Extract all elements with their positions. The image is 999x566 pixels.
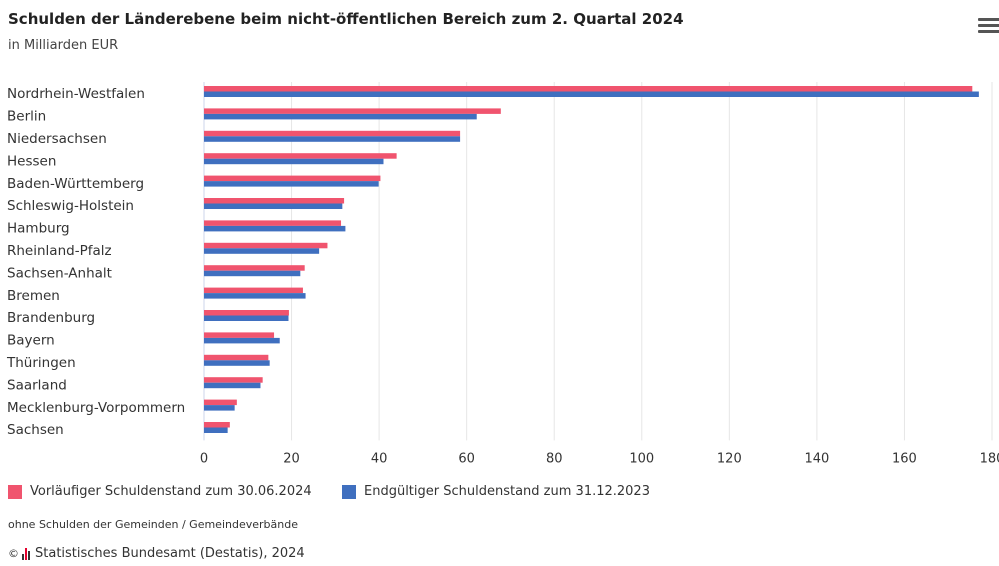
x-tick-label: 180 [980,451,999,466]
bar-series-2 [204,360,270,366]
bar-series-1 [204,332,275,338]
footnote: ohne Schulden der Gemeinden / Gemeindeve… [8,518,298,531]
y-category-label: Sachsen [7,422,64,438]
bar-series-1 [204,130,461,137]
copyright-symbol: © [8,547,19,560]
bar-series-2 [204,248,320,254]
x-tick-label: 160 [892,451,917,466]
source-text: Statistisches Bundesamt (Destatis), 2024 [35,546,305,561]
bar-series-1 [204,86,973,92]
bar-series-1 [204,399,237,406]
bar-series-2 [204,113,477,120]
legend-item-series-2[interactable]: Endgültiger Schuldenstand zum 31.12.2023 [342,484,650,499]
legend-label-series-2: Endgültiger Schuldenstand zum 31.12.2023 [364,484,650,499]
y-category-label: Bayern [7,333,55,349]
x-tick-label: 60 [458,451,475,466]
y-category-label: Hamburg [7,221,70,237]
y-category-label: Rheinland-Pfalz [7,243,112,259]
y-category-label: Schleswig-Holstein [7,198,134,214]
x-tick-label: 100 [629,451,654,466]
y-category-label: Niedersachsen [7,131,107,147]
chart-subtitle: in Milliarden EUR [8,38,119,53]
bar-series-1 [204,175,381,182]
bar-series-2 [204,136,461,142]
bar-series-1 [204,198,345,204]
x-tick-label: 40 [371,451,388,466]
bar-series-2 [204,91,979,97]
y-category-label: Baden-Württemberg [7,176,144,192]
x-tick-label: 20 [283,451,300,466]
bar-series-1 [204,310,289,316]
bar-series-1 [204,220,342,226]
legend-swatch-series-1 [8,484,22,499]
bar-series-1 [204,265,305,271]
bar-series-2 [204,405,235,411]
y-category-label: Thüringen [6,355,76,371]
bar-series-2 [204,293,306,299]
y-category-label: Hessen [7,153,56,169]
bar-series-1 [204,422,230,428]
bar-series-1 [204,242,328,249]
destatis-logo-icon [22,547,30,560]
y-category-label: Mecklenburg-Vorpommern [7,400,185,416]
x-tick-label: 0 [200,451,208,466]
x-tick-label: 120 [717,451,742,466]
bar-series-2 [204,181,379,187]
y-category-label: Bremen [7,288,60,304]
y-category-label: Brandenburg [7,310,95,326]
chart-title: Schulden der Länderebene beim nicht-öffe… [8,10,684,28]
bar-series-2 [204,315,289,321]
bar-series-2 [204,225,346,232]
bar-series-2 [204,382,261,389]
x-tick-label: 80 [546,451,563,466]
bar-series-2 [204,158,384,165]
bar-series-2 [204,270,301,277]
legend-label-series-1: Vorläufiger Schuldenstand zum 30.06.2024 [30,484,312,499]
bar-series-1 [204,377,263,383]
bar-series-1 [204,108,501,114]
y-category-label: Sachsen-Anhalt [7,265,112,281]
y-category-label: Saarland [7,377,67,393]
legend-swatch-series-2 [342,484,356,499]
source-credit: © Statistisches Bundesamt (Destatis), 20… [8,546,305,561]
hamburger-menu-icon[interactable] [978,18,999,36]
bar-series-1 [204,354,269,361]
y-category-label: Berlin [7,109,46,125]
bar-series-2 [204,203,343,209]
bar-series-2 [204,427,228,433]
bar-chart: 0 20 40 60 80 100 120 140 160 180 Nordrhein-Westfa… [6,82,999,466]
bar-series-2 [204,337,280,344]
bar-series-1 [204,287,303,294]
y-category-label: Nordrhein-Westfalen [7,86,145,102]
bar-series-1 [204,153,397,159]
x-tick-label: 140 [804,451,829,466]
legend-item-series-1[interactable]: Vorläufiger Schuldenstand zum 30.06.2024 [8,484,312,499]
